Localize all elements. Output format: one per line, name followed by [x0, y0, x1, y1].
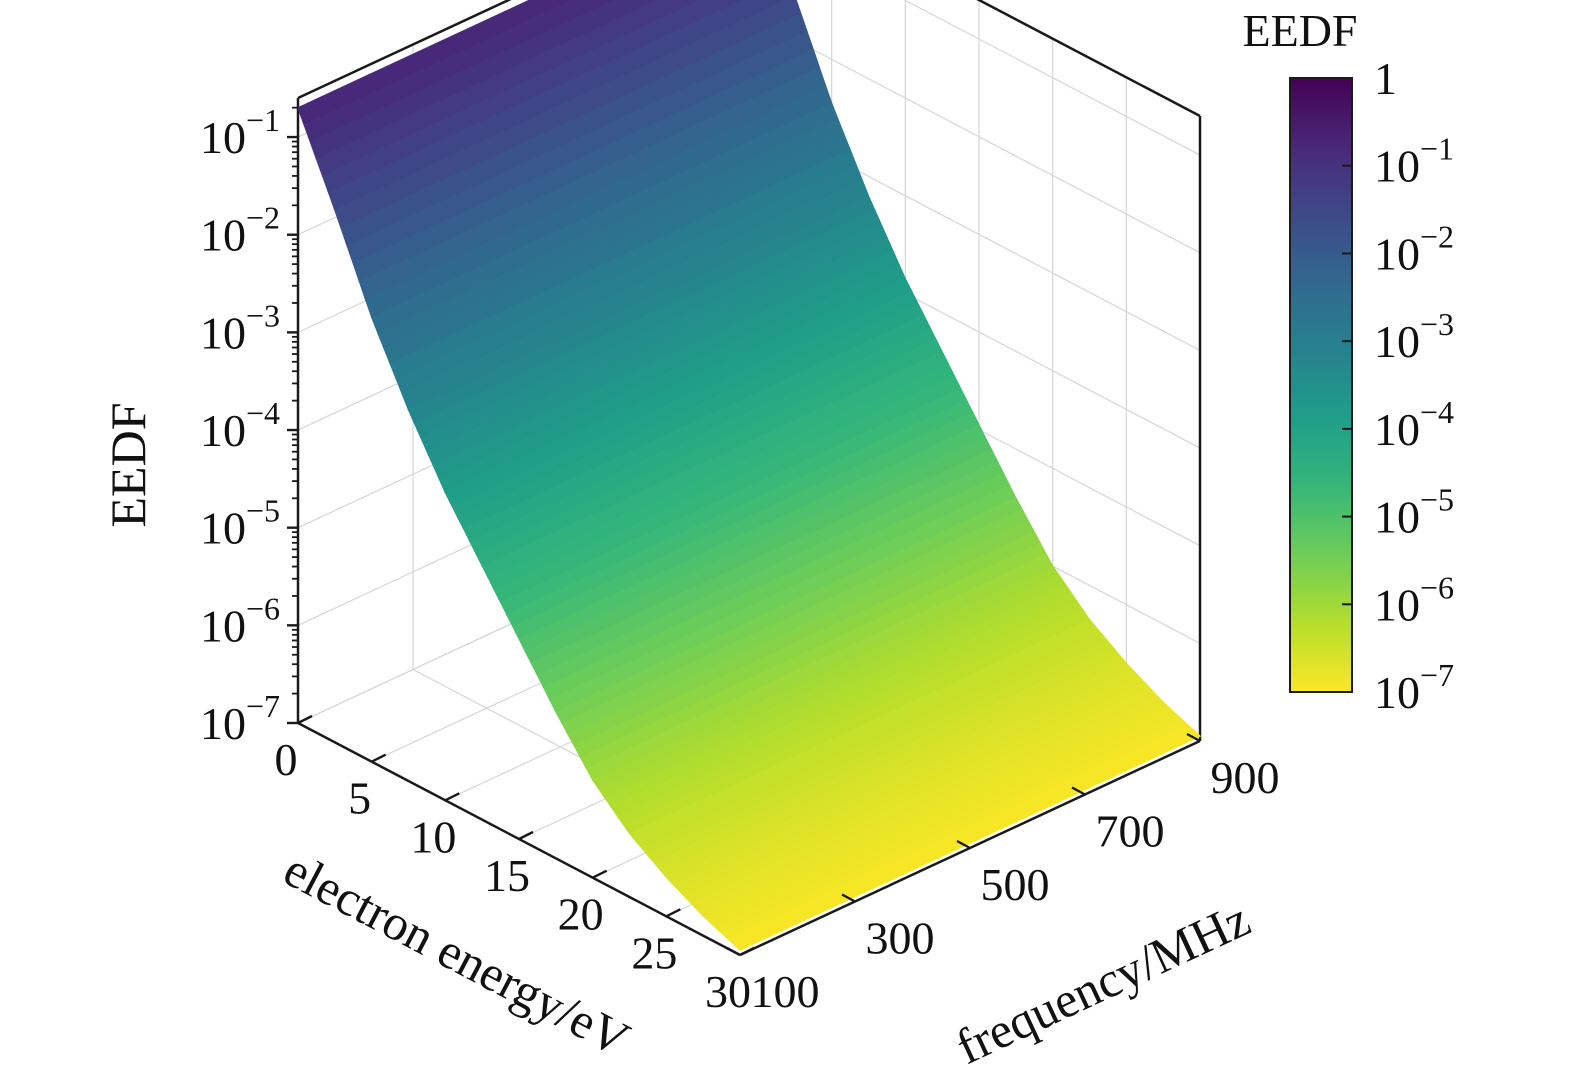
x-tick-label-10: 10 — [410, 811, 456, 862]
x-tick-20 — [592, 869, 608, 879]
z-tick-label-base: 10 — [200, 210, 246, 261]
colorbar-label-base: 10 — [1374, 667, 1420, 718]
colorbar-label--6: 10−6 — [1374, 569, 1454, 630]
back-grid-exp--2 — [757, 20, 1201, 254]
z-tick-label-exponent: −4 — [246, 395, 280, 431]
x-tick-5 — [371, 753, 387, 763]
y-tick-label-100: 100 — [751, 966, 820, 1017]
x-tick-label-15: 15 — [484, 850, 530, 901]
z-tick-label--5: 10−5 — [200, 493, 280, 554]
x-tick-label-0: 0 — [275, 734, 298, 785]
colorbar-label-base: 10 — [1374, 316, 1420, 367]
x-tick-label-30: 30 — [705, 966, 751, 1017]
z-tick-label--4: 10−4 — [200, 395, 280, 456]
y-tick-100 — [726, 946, 741, 957]
colorbar-label-base: 10 — [1374, 492, 1420, 543]
z-tick-label-base: 10 — [200, 698, 246, 749]
surface-strip-11-5 — [732, 729, 1202, 951]
y-tick-900 — [1186, 732, 1201, 743]
colorbar-bar — [1289, 77, 1353, 693]
surface-strip-0-3 — [315, 0, 703, 177]
back-wall-top-edge — [976, 0, 1201, 118]
y-tick-label-700: 700 — [1096, 806, 1165, 857]
z-tick-label-exponent: −7 — [246, 688, 280, 724]
y-tick-label-900: 900 — [1211, 752, 1280, 803]
colorbar-label--4: 10−4 — [1374, 394, 1454, 455]
colorbar-label-base: 10 — [1374, 141, 1420, 192]
z-tick-label--1: 10−1 — [200, 102, 280, 163]
colorbar-label--3: 10−3 — [1374, 306, 1454, 367]
z-tick-label-exponent: −2 — [246, 200, 280, 236]
x-tick-25 — [665, 908, 681, 918]
x-tick-0 — [297, 714, 313, 725]
z-tick-label-exponent: −3 — [246, 297, 280, 333]
surface-strip-0-0 — [297, 0, 574, 126]
z-tick-label-exponent: −1 — [246, 102, 280, 138]
colorbar-label-0: 1 — [1374, 53, 1397, 104]
colorbar-label-base: 10 — [1374, 228, 1420, 279]
z-tick-label-base: 10 — [200, 405, 246, 456]
z-tick-label-base: 10 — [200, 503, 246, 554]
colorbar-label--5: 10−5 — [1374, 482, 1454, 543]
x-tick-label-5: 5 — [348, 773, 371, 824]
colorbar-label--7: 10−7 — [1374, 657, 1454, 718]
left-wall-top-edge — [297, 0, 512, 100]
surface-strip-0-5 — [327, 0, 788, 211]
colorbar-label--2: 10−2 — [1374, 218, 1454, 279]
z-tick-label-base: 10 — [200, 112, 246, 163]
x-tick-15 — [518, 830, 534, 841]
colorbar-label-exponent: −6 — [1420, 569, 1454, 605]
z-tick-label--2: 10−2 — [200, 200, 280, 261]
colorbar-label-base: 10 — [1374, 579, 1420, 630]
x-tick-10 — [444, 792, 460, 802]
colorbar-title: EEDF — [1243, 5, 1358, 56]
z-tick-label-base: 10 — [200, 307, 246, 358]
colorbar-label-base: 1 — [1374, 53, 1397, 104]
colorbar: EEDF 110−110−210−310−410−510−610−7 — [1243, 5, 1455, 718]
colorbar-label-exponent: −7 — [1420, 657, 1454, 693]
surface-strip-0-2 — [309, 0, 660, 160]
y-axis-title: frequency/MHz — [948, 890, 1259, 1066]
y-tick-label-500: 500 — [981, 859, 1050, 910]
z-axis-title: EEDF — [100, 403, 156, 528]
z-tick-label--6: 10−6 — [200, 590, 280, 651]
colorbar-label-exponent: −4 — [1420, 394, 1454, 430]
colorbar-label-exponent: −2 — [1420, 218, 1454, 254]
eedf-surface — [297, 0, 1202, 951]
surface-strip-0-4 — [321, 0, 745, 194]
x-tick-30 — [739, 946, 755, 957]
z-tick-label-exponent: −5 — [246, 493, 280, 529]
y-tick-label-300: 300 — [866, 913, 935, 964]
tick-labels: 10−710−610−510−410−310−210−1051015202530… — [200, 102, 1280, 1017]
colorbar-label-exponent: −1 — [1420, 131, 1454, 167]
y-tick-700 — [1071, 786, 1086, 796]
back-grid-exp--1 — [903, 0, 1201, 156]
z-tick-label--3: 10−3 — [200, 297, 280, 358]
y-tick-500 — [956, 839, 971, 850]
z-tick-label-exponent: −6 — [246, 590, 280, 626]
surface-strip-0-1 — [303, 0, 617, 143]
axis-ticks — [287, 106, 1201, 957]
colorbar-label-base: 10 — [1374, 404, 1420, 455]
x-tick-label-20: 20 — [558, 889, 604, 940]
x-tick-label-25: 25 — [631, 927, 677, 978]
y-tick-300 — [841, 893, 856, 903]
colorbar-label--1: 10−1 — [1374, 131, 1454, 192]
z-tick-label-base: 10 — [200, 600, 246, 651]
colorbar-label-exponent: −3 — [1420, 306, 1454, 342]
colorbar-label-exponent: −5 — [1420, 482, 1454, 518]
z-tick-label--7: 10−7 — [200, 688, 280, 749]
